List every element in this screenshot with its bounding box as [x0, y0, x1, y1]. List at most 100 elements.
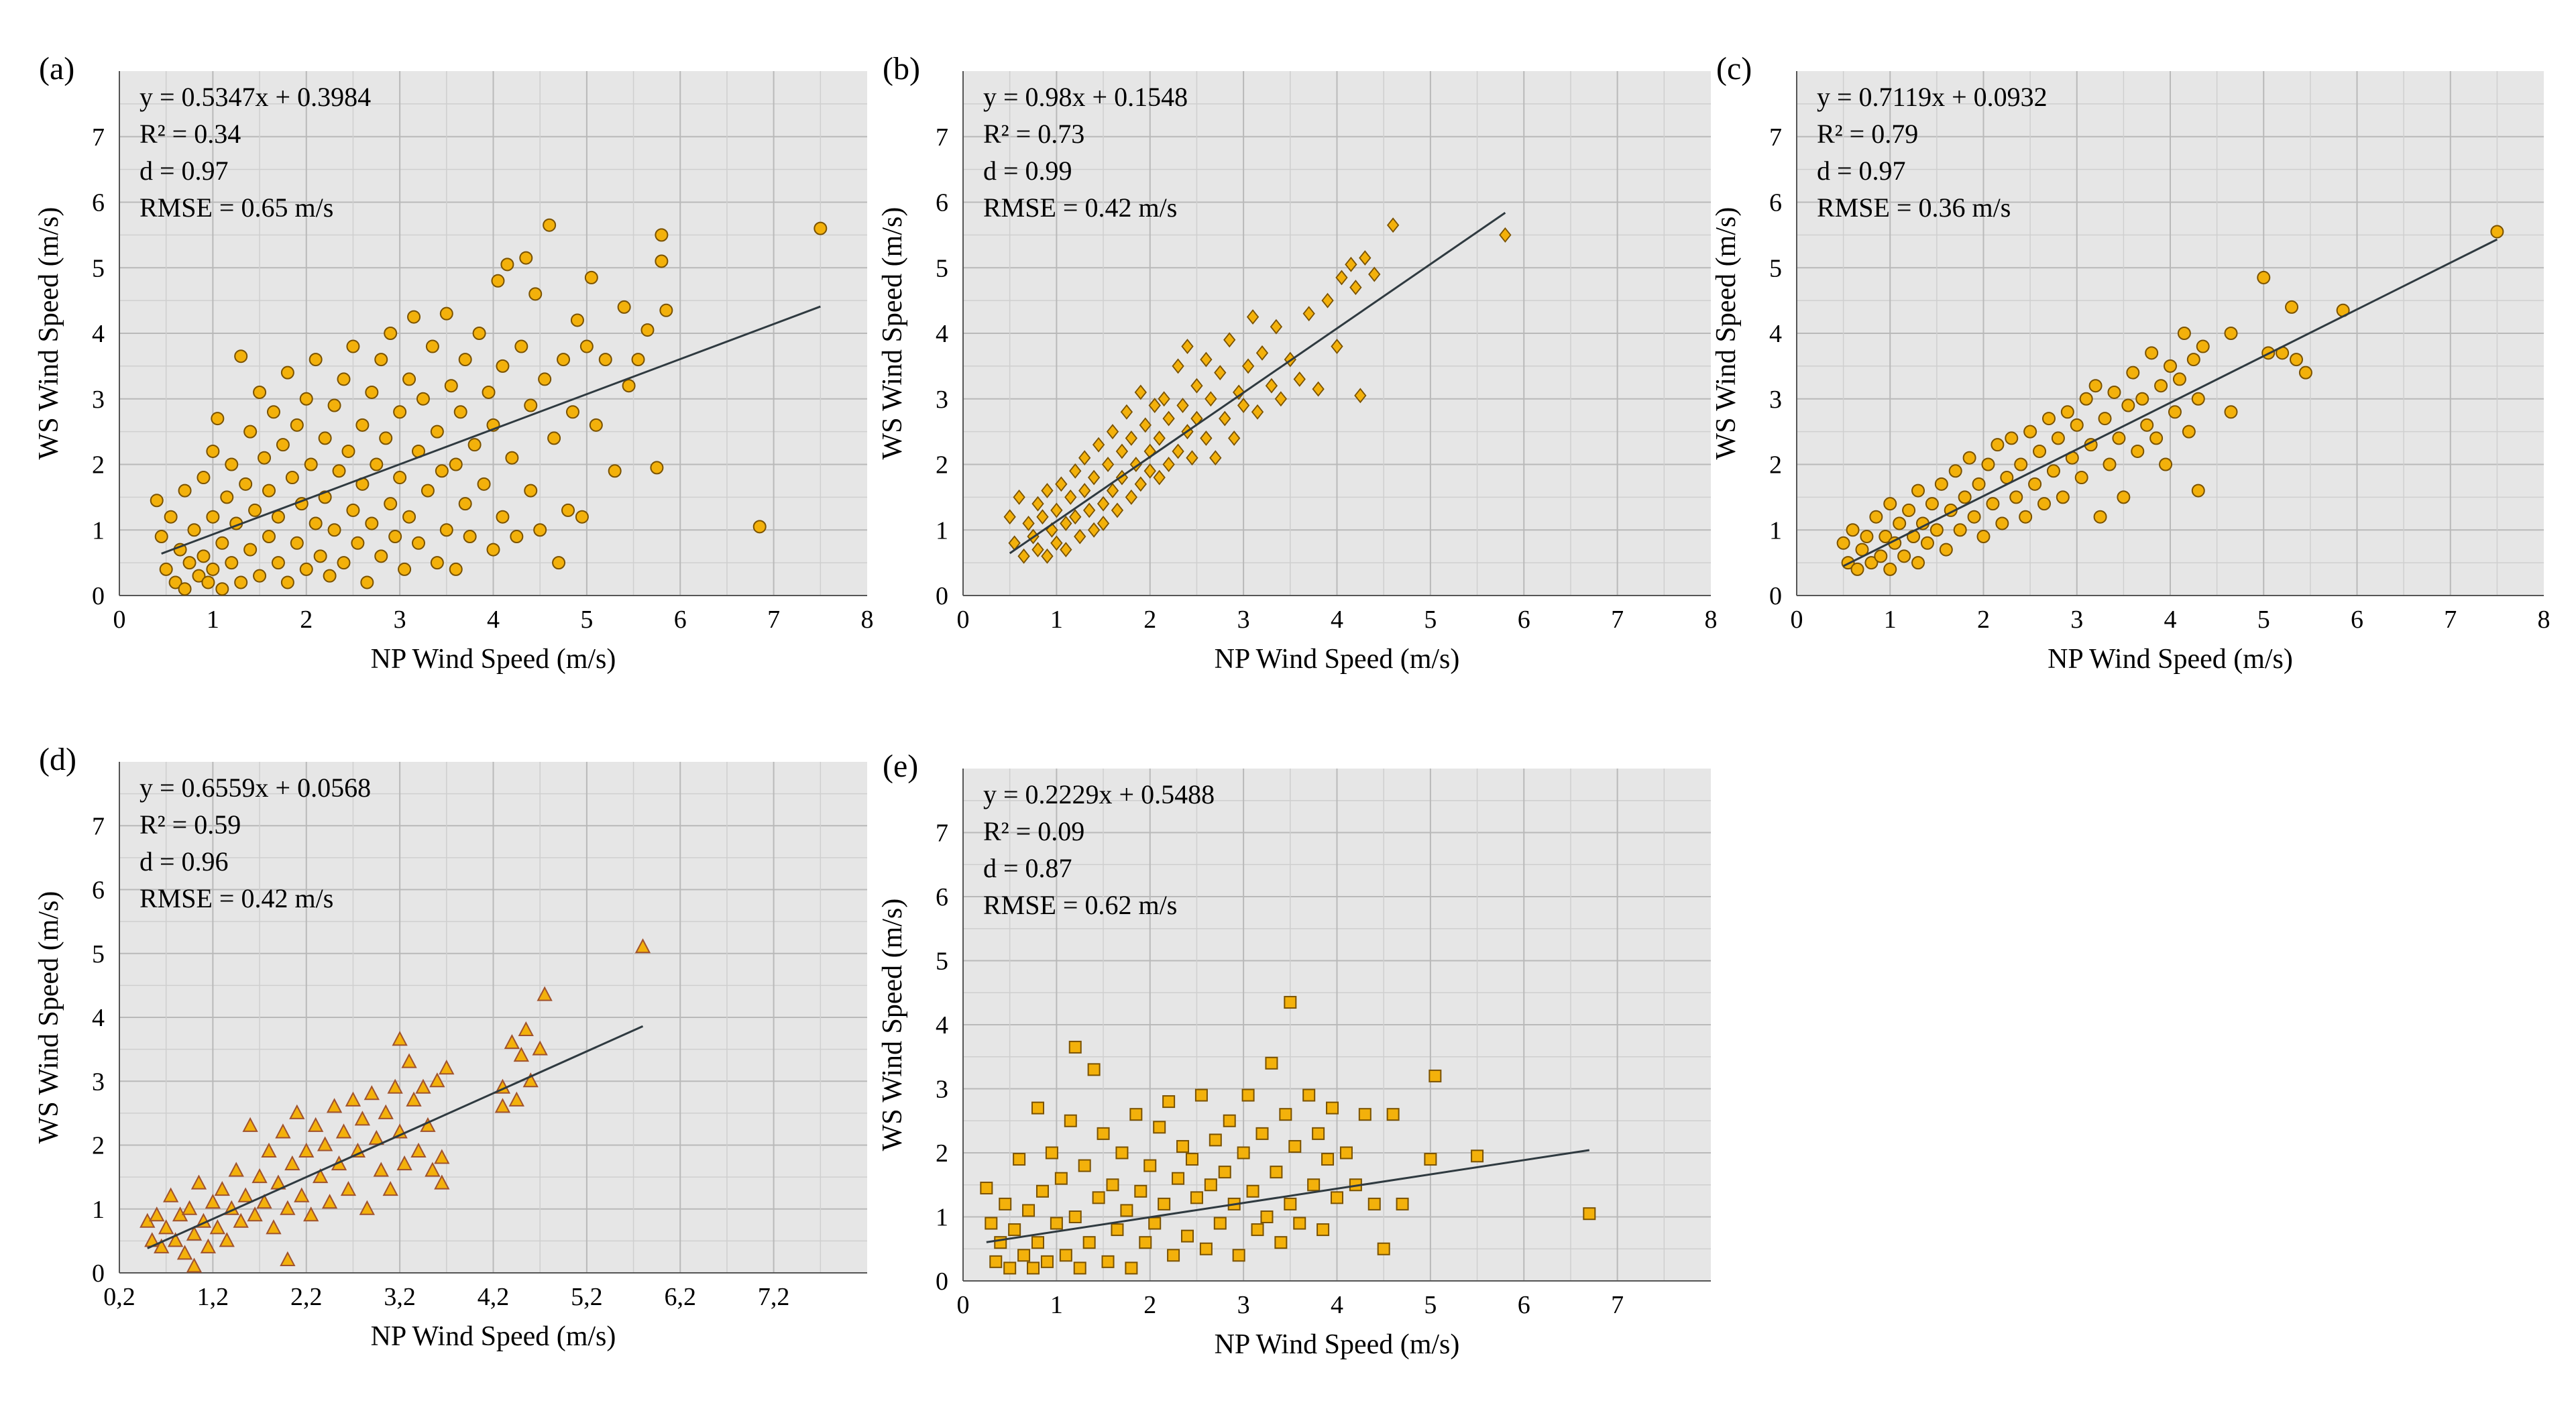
data-point [401, 1053, 417, 1068]
data-point [1069, 509, 1082, 525]
data-point [1223, 1114, 1236, 1127]
data-point [1241, 1088, 1255, 1102]
data-point [1368, 266, 1381, 282]
data-point [999, 1197, 1012, 1210]
data-point [1232, 1249, 1245, 1262]
data-point [486, 543, 500, 557]
stat-line: d = 0.97 [139, 156, 229, 186]
x-tick-label: 8 [1705, 606, 1718, 634]
data-point [1233, 384, 1245, 400]
data-point [1218, 1166, 1231, 1179]
data-point [496, 510, 510, 524]
y-axis-title: WS Wind Speed (m/s) [877, 207, 908, 460]
data-point [1331, 339, 1343, 354]
data-point [543, 218, 557, 232]
data-point [528, 287, 543, 301]
data-point [1139, 1236, 1152, 1249]
data-point [538, 372, 552, 386]
data-point [154, 530, 168, 544]
data-point [1255, 1127, 1269, 1140]
y-tick-label: 2 [1769, 451, 1782, 480]
data-point [1068, 1040, 1082, 1054]
data-point [181, 1200, 198, 1215]
data-point [425, 339, 439, 353]
data-point [631, 353, 645, 367]
x-tick-label: 6 [1518, 1291, 1530, 1319]
panel-label: (b) [883, 51, 920, 87]
data-point [1041, 483, 1054, 499]
x-tick-label: 7,2 [758, 1283, 790, 1311]
data-point [1241, 358, 1255, 374]
data-point [406, 1091, 422, 1107]
chart-panel-1: 0 1 2 3 4 5 6 7 8 0 1 2 3 4 5 6 7 NP Wind Speed (m/s) WS W… [34, 51, 874, 675]
data-point [1050, 535, 1063, 551]
data-point [225, 556, 239, 570]
x-axis-title: NP Wind Speed (m/s) [371, 1321, 616, 1352]
data-point [1069, 463, 1082, 479]
data-point [1153, 430, 1166, 446]
data-point [211, 412, 225, 426]
data-point [1228, 430, 1241, 446]
data-point [1326, 1101, 1339, 1115]
data-point [1274, 1236, 1288, 1249]
x-axis-title: NP Wind Speed (m/s) [371, 644, 616, 675]
data-point [463, 530, 477, 544]
data-point [360, 575, 374, 589]
x-tick-label: 5 [580, 606, 593, 634]
stat-line: RMSE = 0.62 m/s [983, 890, 1177, 920]
data-point [150, 494, 164, 508]
data-point [1386, 217, 1400, 233]
x-tick-label: 3 [2070, 606, 2083, 634]
data-point [327, 523, 341, 537]
data-point [346, 503, 360, 517]
data-point [2098, 412, 2112, 426]
data-point [575, 510, 589, 524]
data-point [2182, 425, 2196, 439]
data-point [402, 510, 416, 524]
x-tick-label: 6 [674, 606, 687, 634]
data-point [524, 484, 538, 498]
data-point [655, 254, 669, 268]
data-point [253, 385, 267, 399]
x-tick-label: 4 [1331, 1291, 1343, 1319]
data-point [439, 1060, 455, 1075]
data-point [266, 1219, 282, 1235]
x-tick-label: 6 [2351, 606, 2363, 634]
data-point [467, 438, 482, 452]
data-point [1270, 1166, 1283, 1179]
y-tick-label: 0 [936, 1267, 948, 1296]
data-point [1897, 549, 1911, 563]
y-tick-label: 3 [92, 386, 105, 414]
data-point [1209, 1133, 1222, 1147]
data-point [1925, 497, 1939, 511]
data-point [1008, 1223, 1021, 1237]
x-tick-label: 5 [1424, 606, 1437, 634]
data-point [980, 1182, 993, 1195]
data-point [1986, 497, 2000, 511]
y-tick-label: 5 [92, 254, 105, 282]
data-point [449, 562, 463, 576]
stat-line: d = 0.87 [983, 853, 1072, 883]
data-point [220, 490, 234, 504]
data-point [351, 536, 365, 550]
data-point [243, 543, 258, 557]
data-point [2023, 425, 2037, 439]
data-point [1345, 256, 1357, 272]
data-point [1386, 1108, 1400, 1121]
data-point [557, 353, 571, 367]
data-point [1181, 339, 1194, 354]
data-point [2112, 431, 2126, 445]
data-point [1279, 1108, 1292, 1121]
data-point [533, 523, 547, 537]
data-point [421, 484, 435, 498]
y-tick-label: 6 [92, 189, 105, 217]
data-point [2298, 365, 2312, 380]
data-point [1349, 280, 1362, 296]
data-point [2289, 353, 2303, 367]
data-point [365, 516, 379, 530]
data-point [814, 221, 828, 235]
data-point [500, 258, 514, 272]
data-point [1893, 516, 1907, 530]
data-point [228, 1162, 244, 1177]
data-point [1200, 351, 1213, 368]
